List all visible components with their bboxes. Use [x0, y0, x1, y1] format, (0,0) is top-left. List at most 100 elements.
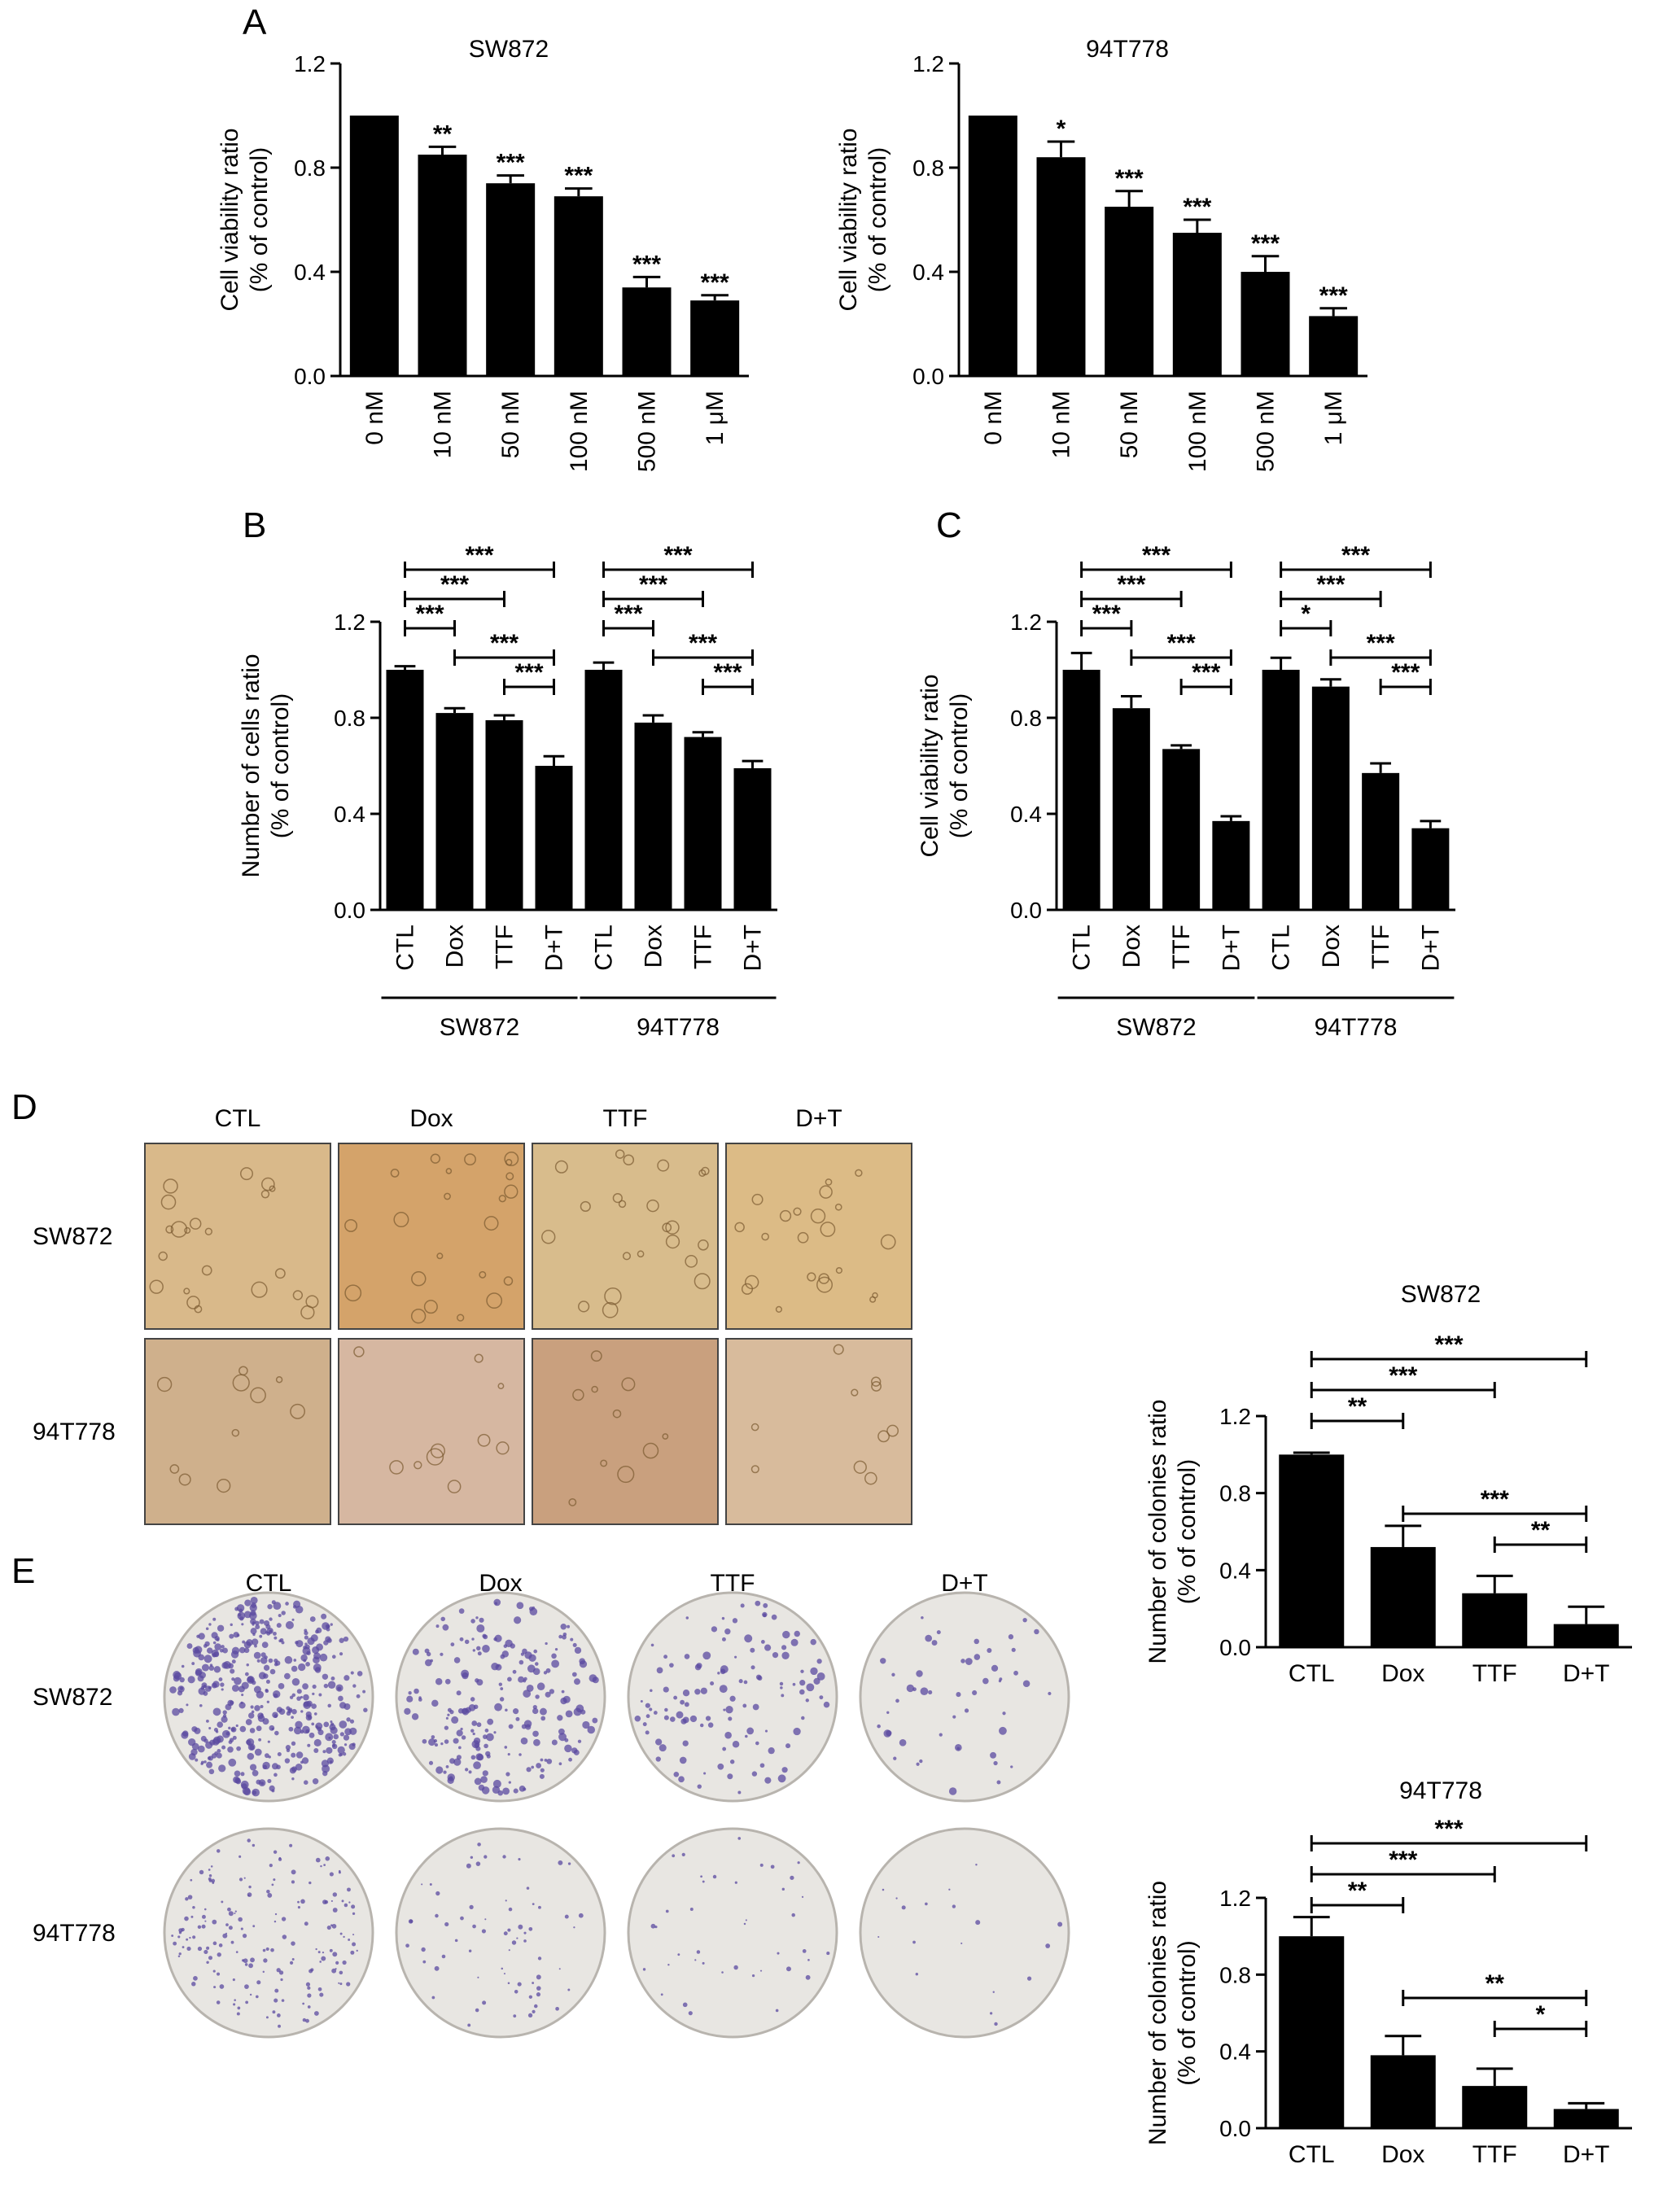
- bracket-label: ***: [1117, 571, 1145, 598]
- colony: [877, 1724, 881, 1729]
- colony: [722, 1746, 727, 1751]
- micrograph-background: [144, 1143, 331, 1330]
- cell-shape: [750, 1465, 759, 1474]
- colony: [895, 1897, 898, 1899]
- colony: [208, 1768, 215, 1775]
- cell-shape: [572, 1388, 584, 1401]
- colony: [721, 1616, 725, 1620]
- y-tick-label: 0.4: [334, 802, 365, 827]
- colony: [527, 2013, 533, 2017]
- colony: [819, 1695, 824, 1700]
- colony: [343, 1734, 350, 1741]
- colony: [237, 1611, 246, 1620]
- bracket-label: ***: [689, 630, 717, 657]
- colony: [700, 1875, 703, 1878]
- colony: [431, 1699, 439, 1707]
- colony: [211, 1682, 217, 1689]
- bar: [1062, 670, 1100, 910]
- colony: [793, 1727, 801, 1736]
- colony: [642, 1968, 646, 1971]
- colony: [351, 1904, 356, 1909]
- colony: [363, 1707, 368, 1712]
- colony: [191, 1742, 199, 1751]
- dish-plate: [395, 1827, 606, 2039]
- colony: [179, 1676, 185, 1683]
- colony: [297, 1906, 300, 1909]
- colony: [493, 1731, 497, 1734]
- y-tick-label: 0.0: [1219, 2116, 1251, 2141]
- colony: [263, 1673, 269, 1679]
- colony: [538, 1905, 541, 1909]
- x-tick-label-group: 0 nM: [361, 391, 388, 445]
- cell-shape: [568, 1497, 577, 1506]
- cell-shape: [260, 1177, 275, 1191]
- y-tick-label: 1.2: [1010, 610, 1042, 635]
- colony: [734, 1881, 737, 1884]
- colony: [343, 1935, 345, 1939]
- significance-label: ***: [1319, 282, 1348, 309]
- colony: [528, 1654, 536, 1662]
- colony: [203, 1644, 208, 1648]
- cell-shape: [160, 1194, 177, 1210]
- colony: [238, 1646, 246, 1654]
- colony: [805, 1974, 811, 1980]
- y-axis-label-line: Cell viability ratio: [917, 674, 943, 857]
- colony: [883, 1729, 891, 1738]
- x-tick-label-group: 1 μM: [702, 391, 729, 445]
- colony: [816, 1672, 825, 1681]
- colony: [702, 1961, 705, 1965]
- colony: [515, 1716, 520, 1721]
- colony: [265, 2016, 269, 2019]
- colony: [906, 1684, 915, 1693]
- colony: [314, 1667, 322, 1673]
- colony: [780, 1686, 783, 1690]
- colony: [219, 1984, 225, 1989]
- x-tick-label-group: 10 nM: [430, 391, 457, 458]
- colony: [891, 1672, 895, 1676]
- cell-shape: [591, 1385, 598, 1393]
- colony: [475, 1861, 481, 1866]
- colony: [443, 1770, 447, 1774]
- colony: [680, 1699, 685, 1705]
- cell-shape: [497, 1383, 505, 1390]
- colony: [291, 1693, 296, 1698]
- x-tick-label-group: Dox: [1118, 925, 1145, 968]
- colony: [203, 1760, 207, 1764]
- colony: [568, 1757, 573, 1762]
- culture-dish: [395, 1591, 606, 1803]
- bar: [435, 713, 474, 910]
- colony: [497, 1790, 504, 1796]
- x-tick-label: 10 nM: [1048, 391, 1075, 458]
- colony: [782, 1630, 790, 1639]
- colony: [799, 1680, 806, 1686]
- bar: [1036, 157, 1086, 376]
- colony: [465, 1768, 469, 1772]
- x-tick-label-group: Dox: [442, 925, 469, 968]
- bracket-label: *: [1536, 2001, 1546, 2028]
- colony: [477, 1976, 479, 1978]
- cell-shape: [430, 1443, 446, 1458]
- colony: [232, 1735, 237, 1740]
- colony: [208, 1755, 213, 1761]
- colony: [266, 1700, 270, 1703]
- colony: [306, 1650, 311, 1655]
- colony: [339, 1720, 348, 1729]
- colony: [763, 1602, 768, 1608]
- colony: [316, 1643, 324, 1651]
- significance-label: ***: [1183, 194, 1211, 221]
- colony: [231, 1684, 239, 1692]
- cell-shape: [554, 1160, 568, 1174]
- colony: [238, 1702, 246, 1709]
- colony: [326, 1926, 331, 1930]
- colony: [912, 1940, 916, 1944]
- colony: [329, 1760, 333, 1764]
- colony: [228, 1926, 233, 1930]
- colony: [189, 1936, 191, 1939]
- colony: [468, 1949, 472, 1952]
- colony: [266, 1889, 270, 1894]
- colony: [335, 1961, 339, 1965]
- colony: [428, 1738, 435, 1746]
- colony: [450, 1642, 455, 1646]
- y-axis-label-line: Cell viability ratio: [217, 128, 243, 311]
- colony: [684, 1702, 689, 1707]
